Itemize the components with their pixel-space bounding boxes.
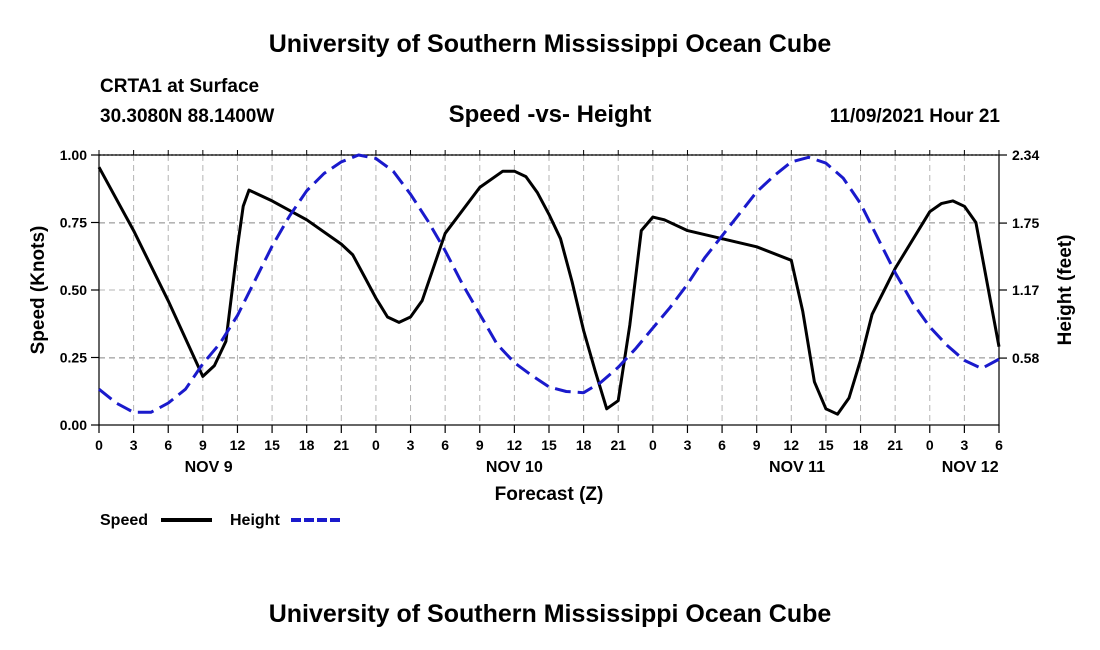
y-tick-label-right: 0.58 (1012, 350, 1039, 366)
x-tick-label: 6 (718, 437, 726, 453)
x-tick-label: 0 (95, 437, 103, 453)
x-tick-label: 15 (264, 437, 280, 453)
day-label: NOV 11 (769, 459, 825, 476)
y-tick-label-right: 1.17 (1012, 282, 1039, 298)
x-tick-label: 3 (407, 437, 415, 453)
forecast-datetime: 11/09/2021 Hour 21 (829, 106, 1000, 127)
y-tick-label-left: 0.25 (60, 350, 87, 366)
legend: Speed Height (100, 512, 342, 529)
x-tick-label: 0 (372, 437, 380, 453)
x-tick-label: 12 (507, 437, 523, 453)
axis-ticks (91, 150, 1007, 433)
y-tick-label-left: 0.00 (60, 417, 87, 433)
x-tick-label: 3 (684, 437, 692, 453)
x-tick-label: 0 (926, 437, 934, 453)
x-tick-label: 21 (610, 437, 626, 453)
x-tick-label: 18 (853, 437, 869, 453)
x-axis-title: Forecast (Z) (495, 484, 604, 505)
y-tick-label-right: 2.34 (1012, 147, 1039, 163)
page-title: University of Southern Mississippi Ocean… (268, 30, 832, 58)
x-tick-label: 6 (995, 437, 1003, 453)
data-series (97, 153, 1001, 416)
station-name: CRTA1 at Surface (100, 76, 260, 97)
x-tick-label: 9 (753, 437, 761, 453)
x-tick-label: 3 (960, 437, 968, 453)
x-tick-label: 21 (334, 437, 350, 453)
x-tick-label: 6 (441, 437, 449, 453)
legend-height-label: Height (230, 512, 280, 529)
x-tick-label: 18 (299, 437, 315, 453)
series-line-height (98, 153, 1000, 414)
day-label: NOV 10 (486, 459, 543, 476)
chart-title: Speed -vs- Height (448, 101, 652, 128)
x-tick-label: 12 (230, 437, 246, 453)
x-tick-label: 9 (476, 437, 484, 453)
day-label: NOV 9 (185, 459, 233, 476)
y-tick-label-left: 0.50 (60, 282, 87, 298)
x-tick-label: 21 (887, 437, 903, 453)
x-tick-label: 6 (164, 437, 172, 453)
series-line-speed (97, 166, 1001, 416)
legend-speed-label: Speed (100, 512, 148, 529)
right-axis-title: Height (feet) (1055, 235, 1076, 346)
y-tick-label-left: 0.75 (60, 215, 87, 231)
x-tick-label: 9 (199, 437, 207, 453)
left-axis-title: Speed (Knots) (28, 226, 49, 355)
day-label: NOV 12 (942, 459, 999, 476)
axis-labels: 0 3 6 9 12 15 18 21 0 3 6 9 12 15 18 21 0 3 6 9 12 15 18 21 0 3 6 0… (60, 147, 1040, 476)
x-tick-label: 15 (541, 437, 557, 453)
footer-title: University of Southern Mississippi Ocean… (268, 600, 832, 628)
y-tick-label-right: 1.75 (1012, 215, 1039, 231)
x-tick-label: 3 (130, 437, 138, 453)
x-tick-label: 18 (576, 437, 592, 453)
station-location: 30.3080N 88.1400W (100, 106, 275, 127)
x-tick-label: 0 (649, 437, 657, 453)
x-tick-label: 12 (784, 437, 800, 453)
grid-lines (99, 155, 999, 425)
x-tick-label: 15 (818, 437, 834, 453)
y-tick-label-left: 1.00 (60, 147, 87, 163)
